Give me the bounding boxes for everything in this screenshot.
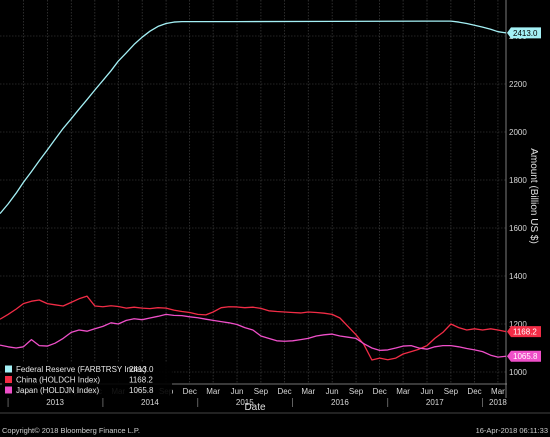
series-line-0 [0,20,507,215]
y-axis-title: Amount (Billion US $) [528,148,539,244]
y-tick-label: 2200 [509,80,527,89]
y-tick-label: 1400 [509,272,527,281]
year-label: 2017 [426,398,444,407]
year-label: 2015 [236,398,254,407]
x-tick-label: Sep [444,387,459,396]
y-tick-label: 1000 [509,368,527,377]
gridlines [0,0,506,384]
legend: Federal Reserve (FARBTRSY Index)2413.0 Ch… [2,362,172,397]
legend-label: Federal Reserve (FARBTRSY Index) [16,365,147,374]
series-lines [0,20,507,361]
end-label-0: 2413.0 [507,27,541,39]
x-tick-label: Jun [421,387,434,396]
end-label-text: 2413.0 [513,29,538,38]
end-labels: 2413.0 1168.2 1065.8 [507,27,541,362]
y-tick-label: 2000 [509,128,527,137]
end-label-box [507,350,541,362]
legend-label: Japan (HOLDJN Index) [16,386,99,395]
year-label: 2016 [331,398,349,407]
copyright-text: Copyright© 2018 Bloomberg Finance L.P. [2,426,140,435]
end-label-text: 1168.2 [513,328,537,337]
year-label: 2018 [489,398,507,407]
y-tick-label: 1200 [509,320,527,329]
legend-label: China (HOLDCH Index) [16,376,100,385]
legend-swatch [5,386,12,394]
legend-swatch [5,376,12,383]
end-label-box [507,27,541,39]
legend-swatch [5,365,12,373]
x-tick-label: Sep [349,387,364,396]
x-tick-label: Mar [206,387,220,396]
legend-background [2,362,172,397]
x-tick-label: Jun [326,387,339,396]
end-label-1: 1168.2 [507,326,541,338]
x-tick-label: Mar [491,387,505,396]
x-tick-label: Dec [467,387,481,396]
legend-value: 2413.0 [129,365,154,374]
x-tick-label: Dec [183,387,197,396]
end-label-text: 1065.8 [513,352,538,361]
y-tick-label: 1800 [509,176,527,185]
timestamp-text: 16-Apr-2018 06:11:33 [476,426,548,435]
year-label: 2013 [46,398,64,407]
x-tick-label: Mar [396,387,410,396]
y-tick-label: 1600 [509,224,527,233]
x-axis-title: Date [244,402,266,413]
x-tick-label: Dec [373,387,387,396]
legend-value: 1168.2 [129,376,153,385]
end-label-2: 1065.8 [507,350,541,362]
x-tick-label: Mar [301,387,315,396]
legend-value: 1065.8 [129,386,154,395]
x-tick-label: Jun [231,387,244,396]
year-label: 2014 [141,398,159,407]
end-label-box [507,326,541,338]
x-tick-label: Dec [277,387,291,396]
series-line-2 [0,313,507,358]
x-tick-label: Sep [254,387,269,396]
